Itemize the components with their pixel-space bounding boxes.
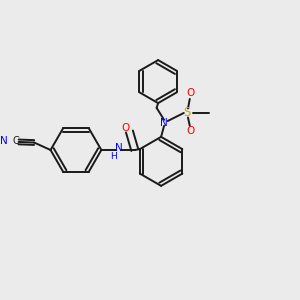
Text: O: O — [186, 88, 194, 98]
Text: O: O — [186, 127, 194, 136]
Text: N: N — [115, 143, 122, 153]
Text: C: C — [13, 136, 20, 146]
Text: N: N — [160, 118, 168, 128]
Text: S: S — [184, 106, 191, 119]
Text: H: H — [110, 152, 117, 161]
Text: N: N — [0, 136, 8, 146]
Text: O: O — [122, 123, 130, 133]
